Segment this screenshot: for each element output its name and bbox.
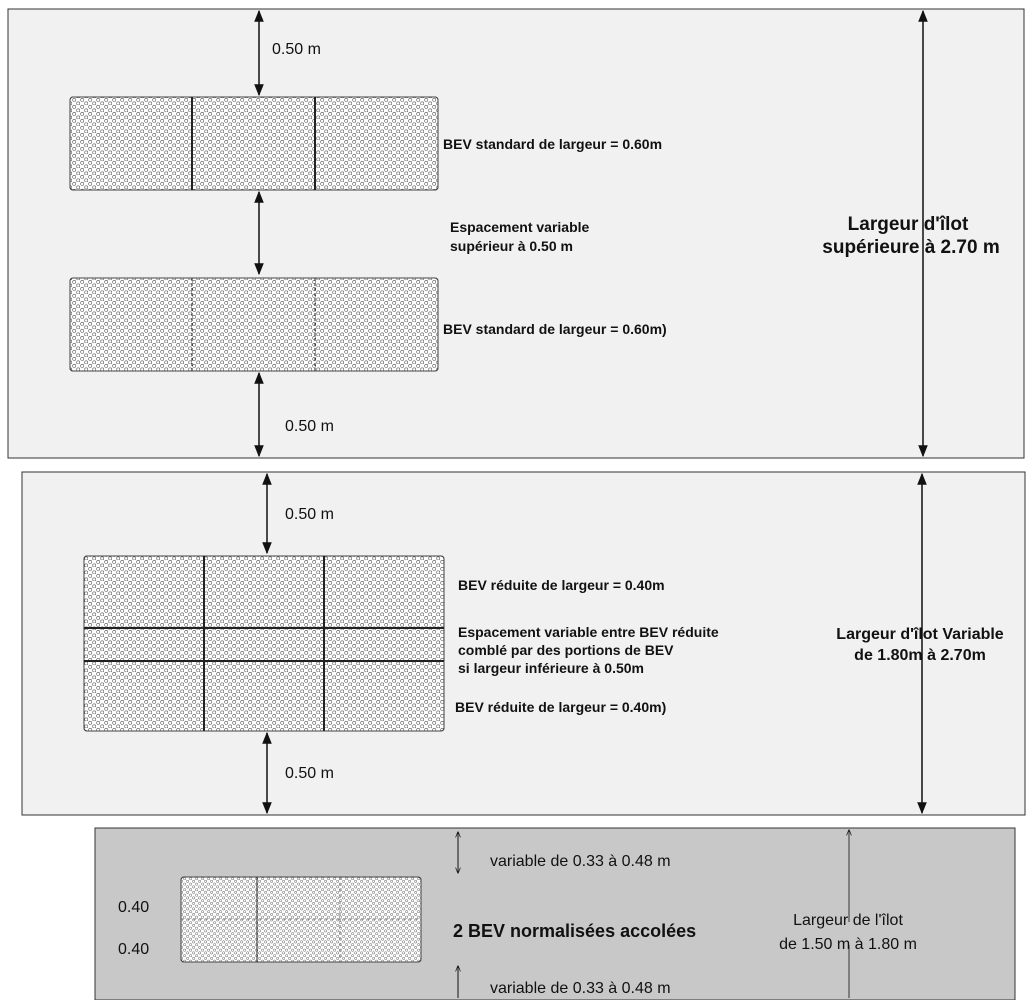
panel-standard-bev: 0.50 m BEV standard de largeur = 0.60m E… [7,8,1025,459]
bev-standard-label-2: BEV standard de largeur = 0.60m) [443,321,667,337]
island-width-line-2: supérieure à 2.70 m [822,237,999,258]
gap-top-label: 0.50 m [285,506,334,523]
center-label: 2 BEV normalisées accolées [453,921,696,941]
left-value-1: 0.40 [118,899,149,916]
island-width-line-1: Largeur d'îlot Variable [836,626,1004,643]
island-width-line-2: de 1.80m à 2.70m [854,647,986,664]
bev-standard-row-1 [69,96,439,191]
gap-bottom-label: 0.50 m [285,765,334,782]
bev-standard-label-1: BEV standard de largeur = 0.60m [443,136,662,152]
panel-reduced-bev: 0.50 m BEV réduite de largeur = 0.40m Es… [21,471,1026,816]
bev-reduced-label-2: BEV réduite de largeur = 0.40m) [455,699,666,715]
island-width-line-2: de 1.50 m à 1.80 m [779,936,917,953]
bev-reduced-block [83,555,445,732]
panel-top-background [7,8,1025,459]
spacing-label-line-3: si largeur inférieure à 0.50m [458,660,644,676]
island-width-line-1: Largeur d'îlot [848,214,969,235]
island-width-line-1: Largeur de l'îlot [793,912,903,929]
gap-top-label: variable de 0.33 à 0.48 m [490,853,671,870]
gap-bottom-label: variable de 0.33 à 0.48 m [490,980,671,997]
spacing-label-line-2: comblé par des portions de BEV [458,642,674,658]
gap-bottom-label: 0.50 m [285,418,334,435]
spacing-label-line-1: Espacement variable entre BEV réduite [458,624,719,640]
panel-normalized-bev: variable de 0.33 à 0.48 m 0.40 0.40 2 BE… [94,827,1016,1000]
gap-top-label: 0.50 m [272,41,321,58]
spacing-label-line-1: Espacement variable [450,219,590,235]
bev-normalized-block [180,876,422,963]
left-value-2: 0.40 [118,941,149,958]
bev-reduced-label-1: BEV réduite de largeur = 0.40m [458,577,665,593]
bev-standard-row-2 [69,277,439,372]
spacing-label-line-2: supérieur à 0.50 m [450,238,573,254]
